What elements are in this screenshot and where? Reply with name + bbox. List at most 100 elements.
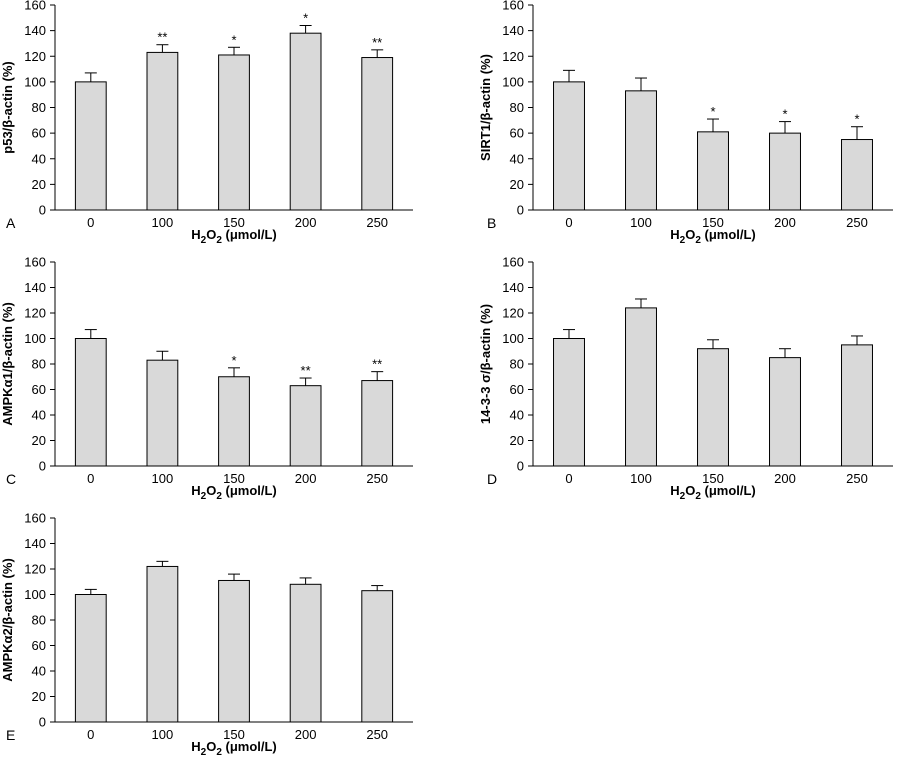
bar xyxy=(625,90,657,211)
bar xyxy=(841,139,873,211)
y-tick-label: 140 xyxy=(24,536,46,551)
chart-panel-d: 0 20 40 60 80 100 120 140 160 0 100 150 200 250 H2O2 (… xyxy=(478,255,893,502)
y-axis-title: AMPKα1/β-actin (%) xyxy=(0,302,15,426)
y-tick-label: 160 xyxy=(502,0,524,13)
x-tick-label: 150 xyxy=(702,471,724,486)
bar xyxy=(218,54,250,211)
x-tick-label: 250 xyxy=(846,215,868,230)
bar xyxy=(769,357,801,467)
y-tick-label: 120 xyxy=(24,306,46,321)
x-tick-label: 150 xyxy=(223,215,245,230)
x-tick-label: 100 xyxy=(152,471,174,486)
x-tick-label: 250 xyxy=(366,727,388,742)
y-axis-title: p53/β-actin (%) xyxy=(0,61,15,153)
bar xyxy=(361,380,394,467)
y-axis-title: SIRT1/β-actin (%) xyxy=(478,54,493,161)
x-tick-label: 250 xyxy=(846,471,868,486)
chart-panel-b: 0 20 40 60 80 100 120 140 160 0 100 * 150 * 200 * 250 H2O… xyxy=(478,0,893,246)
x-tick-label: 150 xyxy=(702,215,724,230)
x-axis-title: H2O2 (μmol/L) xyxy=(191,227,277,246)
significance-label: ** xyxy=(372,35,382,50)
y-tick-label: 140 xyxy=(24,280,46,295)
y-tick-label: 160 xyxy=(24,511,46,526)
x-tick-label: 0 xyxy=(87,471,94,486)
y-tick-label: 80 xyxy=(510,357,524,372)
y-tick-label: 120 xyxy=(502,306,524,321)
bar xyxy=(625,307,657,467)
y-tick-label: 40 xyxy=(32,664,46,679)
x-tick-label: 250 xyxy=(366,471,388,486)
y-tick-label: 160 xyxy=(24,0,46,13)
y-tick-label: 140 xyxy=(24,23,46,38)
y-tick-label: 0 xyxy=(39,203,46,218)
x-tick-label: 200 xyxy=(774,215,796,230)
y-tick-label: 40 xyxy=(510,151,524,166)
bar xyxy=(553,338,585,467)
y-tick-label: 40 xyxy=(510,408,524,423)
y-axis-title: AMPKα2/β-actin (%) xyxy=(0,558,15,682)
bar xyxy=(74,594,107,723)
significance-label: * xyxy=(782,107,787,122)
bar xyxy=(553,81,585,211)
x-axis-title: H2O2 (μmol/L) xyxy=(670,483,756,502)
significance-label: * xyxy=(231,32,236,47)
y-tick-label: 160 xyxy=(24,255,46,270)
x-tick-label: 100 xyxy=(152,727,174,742)
x-tick-label: 200 xyxy=(295,727,317,742)
x-tick-label: 250 xyxy=(366,215,388,230)
x-tick-label: 100 xyxy=(630,215,652,230)
y-tick-label: 60 xyxy=(510,382,524,397)
y-tick-label: 100 xyxy=(502,331,524,346)
y-tick-label: 0 xyxy=(39,459,46,474)
y-tick-label: 60 xyxy=(32,382,46,397)
y-tick-label: 140 xyxy=(502,23,524,38)
significance-label: ** xyxy=(372,357,382,372)
significance-label: * xyxy=(231,353,236,368)
x-tick-label: 100 xyxy=(630,471,652,486)
bar xyxy=(146,565,179,723)
x-tick-label: 0 xyxy=(87,215,94,230)
chart-panel-e: 0 20 40 60 80 100 120 140 160 0 100 150 200 250 H2O2 (… xyxy=(0,511,413,758)
bar xyxy=(361,590,394,723)
y-tick-label: 100 xyxy=(24,331,46,346)
panel-letter: A xyxy=(6,215,16,231)
x-tick-label: 150 xyxy=(223,471,245,486)
x-axis-title: H2O2 (μmol/L) xyxy=(191,739,277,758)
x-tick-label: 200 xyxy=(295,215,317,230)
y-tick-label: 60 xyxy=(510,126,524,141)
bar xyxy=(697,131,729,211)
y-tick-label: 100 xyxy=(502,74,524,89)
panel-letter: B xyxy=(487,215,496,231)
bar xyxy=(289,385,322,467)
y-tick-label: 20 xyxy=(510,177,524,192)
significance-label: ** xyxy=(301,363,311,378)
y-tick-label: 100 xyxy=(24,587,46,602)
bar xyxy=(218,376,250,467)
panel-letter: C xyxy=(6,471,16,487)
panel-letter: D xyxy=(487,471,497,487)
x-tick-label: 150 xyxy=(223,727,245,742)
y-tick-label: 40 xyxy=(32,151,46,166)
bar xyxy=(289,583,322,723)
y-tick-label: 100 xyxy=(24,74,46,89)
x-tick-label: 100 xyxy=(152,215,174,230)
bar xyxy=(74,338,107,467)
x-tick-label: 200 xyxy=(774,471,796,486)
bar xyxy=(361,57,394,211)
y-tick-label: 160 xyxy=(502,255,524,270)
significance-label: * xyxy=(303,11,308,26)
x-axis-title: H2O2 (μmol/L) xyxy=(670,227,756,246)
x-tick-label: 0 xyxy=(565,215,572,230)
chart-panel-a: 0 20 40 60 80 100 120 140 160 0 ** 100 * 150 * 200 ** 250… xyxy=(0,0,413,246)
panel-letter: E xyxy=(6,727,15,743)
y-tick-label: 60 xyxy=(32,638,46,653)
bar xyxy=(146,359,179,467)
y-tick-label: 20 xyxy=(510,433,524,448)
x-tick-label: 0 xyxy=(565,471,572,486)
y-tick-label: 80 xyxy=(32,613,46,628)
bar xyxy=(841,344,873,467)
x-tick-label: 0 xyxy=(87,727,94,742)
y-tick-label: 60 xyxy=(32,126,46,141)
y-tick-label: 120 xyxy=(24,562,46,577)
